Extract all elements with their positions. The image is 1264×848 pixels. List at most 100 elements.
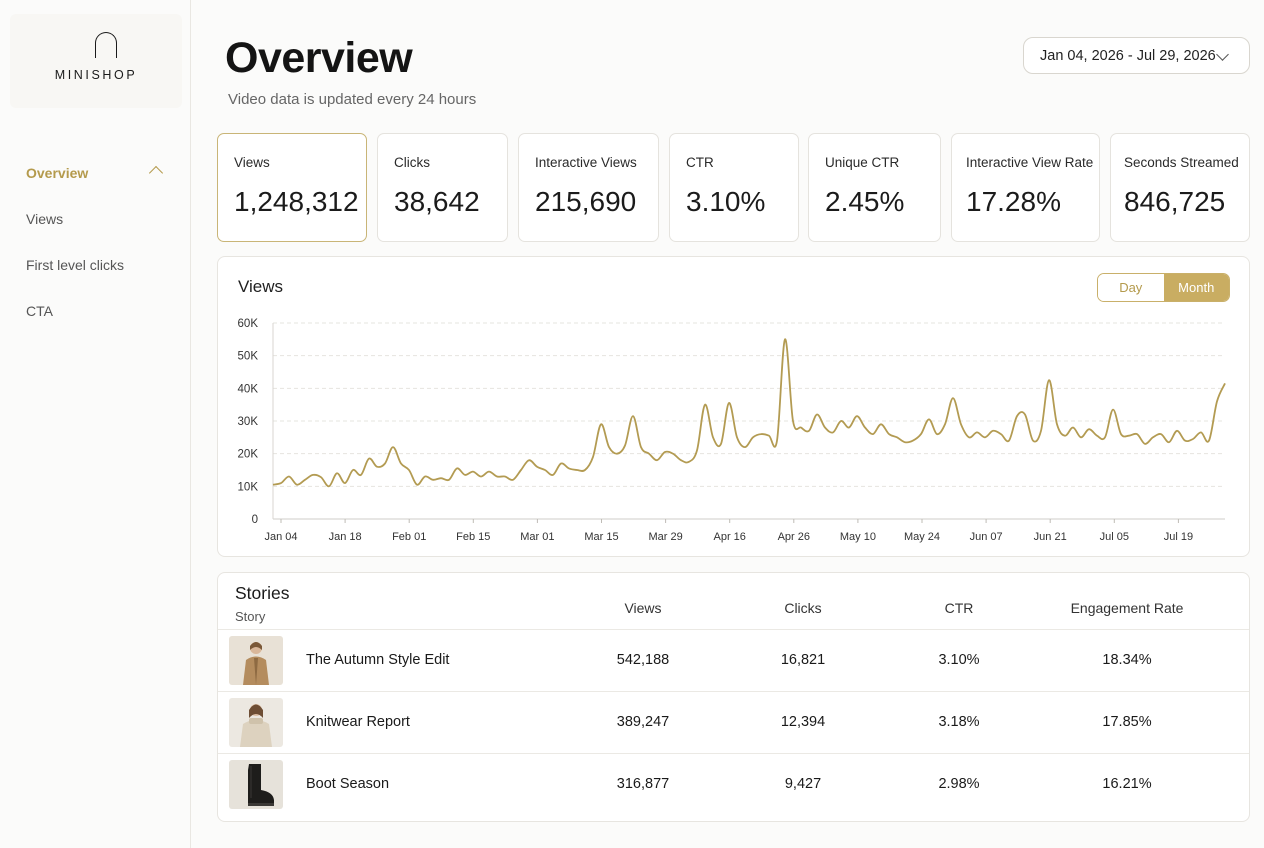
sidebar-item-label: First level clicks xyxy=(26,257,125,273)
kpi-card-unique-ctr[interactable]: Unique CTR 2.45% xyxy=(808,133,941,242)
table-row[interactable]: Knitwear Report 389,247 12,394 3.18% 17.… xyxy=(218,691,1249,753)
cell-clicks: 9,427 xyxy=(784,776,822,792)
table-row[interactable]: The Autumn Style Edit 542,188 16,821 3.1… xyxy=(218,629,1249,691)
boot-photo-icon xyxy=(229,760,283,809)
table-row[interactable]: Boot Season 316,877 9,427 2.98% 16.21% xyxy=(218,753,1249,815)
y-tick-label: 60K xyxy=(238,318,259,330)
x-tick-label: Jan 04 xyxy=(264,531,297,543)
cell-ctr: 3.18% xyxy=(938,714,980,730)
kpi-card-interactive-views[interactable]: Interactive Views 215,690 xyxy=(518,133,659,242)
story-name: Boot Season xyxy=(306,776,390,792)
toggle-day[interactable]: Day xyxy=(1098,274,1164,301)
stories-title: Stories xyxy=(235,583,290,603)
x-tick-label: Mar 01 xyxy=(520,531,554,543)
y-axis: 0 10K 20K 30K 40K 50K 60K xyxy=(238,318,259,526)
series-line-views xyxy=(272,338,1226,488)
sidebar-item-first-level-clicks[interactable]: First level clicks xyxy=(0,242,190,288)
kpi-card-interactive-view-rate[interactable]: Interactive View Rate 17.28% xyxy=(951,133,1100,242)
column-header-engagement-rate[interactable]: Engagement Rate xyxy=(1070,600,1184,616)
cell-ctr: 3.10% xyxy=(938,652,980,668)
cell-views: 316,877 xyxy=(616,776,670,792)
x-tick-label: May 10 xyxy=(840,531,876,543)
brand-name: MINISHOP xyxy=(54,68,138,82)
kpi-label: Interactive View Rate xyxy=(966,155,1094,170)
kpi-value: 846,725 xyxy=(1124,186,1226,217)
y-tick-label: 10K xyxy=(238,481,259,493)
page-subtitle: Video data is updated every 24 hours xyxy=(228,91,477,108)
y-tick-label: 20K xyxy=(238,449,259,461)
chevron-down-icon xyxy=(1216,48,1229,61)
views-chart-panel: 0 10K 20K 30K 40K 50K 60K Jan 04 Jan 18 Feb 01 Fe… xyxy=(217,256,1250,557)
kpi-label: Interactive Views xyxy=(535,155,637,170)
x-tick-label: Jan 18 xyxy=(329,531,362,543)
cell-engagement-rate: 17.85% xyxy=(1102,714,1152,730)
x-tick-label: Jun 21 xyxy=(1034,531,1067,543)
column-header-story: Story xyxy=(235,609,266,624)
cell-clicks: 12,394 xyxy=(780,714,826,730)
sidebar-nav: Overview Views First level clicks CTA xyxy=(0,150,190,334)
toggle-month[interactable]: Month xyxy=(1163,274,1229,301)
cell-clicks: 16,821 xyxy=(780,652,826,668)
cell-engagement-rate: 18.34% xyxy=(1102,652,1152,668)
column-header-views[interactable]: Views xyxy=(624,600,662,616)
sidebar-item-label: Overview xyxy=(26,165,89,181)
x-tick-label: Mar 29 xyxy=(648,531,682,543)
kpi-card-clicks[interactable]: Clicks 38,642 xyxy=(377,133,508,242)
kpi-label: Unique CTR xyxy=(825,155,900,170)
x-tick-label: Feb 01 xyxy=(392,531,426,543)
cell-views: 542,188 xyxy=(616,652,670,668)
x-axis: Jan 04 Jan 18 Feb 01 Feb 15 Mar 01 Mar 15 Mar … xyxy=(264,519,1193,543)
x-tick-label: Apr 16 xyxy=(713,531,745,543)
sidebar-item-overview[interactable]: Overview xyxy=(0,150,190,196)
kpi-card-seconds-streamed[interactable]: Seconds Streamed 846,725 xyxy=(1110,133,1250,242)
arch-logo-icon xyxy=(95,32,117,58)
date-range-picker[interactable]: Jan 04, 2026 - Jul 29, 2026 xyxy=(1023,37,1250,74)
sidebar: MINISHOP Overview Views First level clic… xyxy=(0,0,191,848)
kpi-card-ctr[interactable]: CTR 3.10% xyxy=(669,133,799,242)
column-header-ctr[interactable]: CTR xyxy=(944,600,974,616)
kpi-value: 3.10% xyxy=(686,186,766,217)
kpi-label: Seconds Streamed xyxy=(1124,155,1239,170)
story-name: The Autumn Style Edit xyxy=(306,652,450,668)
x-tick-label: Jul 05 xyxy=(1100,531,1129,543)
kpi-value: 1,248,312 xyxy=(234,186,359,217)
x-tick-label: Jun 07 xyxy=(970,531,1003,543)
sidebar-item-views[interactable]: Views xyxy=(0,196,190,242)
views-line-chart: 0 10K 20K 30K 40K 50K 60K Jan 04 Jan 18 Feb 01 Fe… xyxy=(238,318,1226,543)
date-range-value: Jan 04, 2026 - Jul 29, 2026 xyxy=(1040,47,1216,64)
coat-photo-icon xyxy=(229,636,283,685)
x-tick-label: Mar 15 xyxy=(584,531,618,543)
x-tick-label: May 24 xyxy=(904,531,940,543)
kpi-label: CTR xyxy=(686,155,714,170)
y-tick-label: 30K xyxy=(238,416,259,428)
y-tick-label: 40K xyxy=(238,383,259,395)
cell-ctr: 2.98% xyxy=(938,776,980,792)
cell-views: 389,247 xyxy=(616,714,670,730)
kpi-value: 2.45% xyxy=(825,186,905,217)
y-tick-label: 0 xyxy=(252,514,258,526)
day-month-toggle[interactable]: Day Month xyxy=(1097,273,1230,302)
cell-engagement-rate: 16.21% xyxy=(1102,776,1152,792)
kpi-label: Clicks xyxy=(394,155,430,170)
sidebar-item-cta[interactable]: CTA xyxy=(0,288,190,334)
x-tick-label: Jul 19 xyxy=(1164,531,1193,543)
story-name: Knitwear Report xyxy=(306,714,410,730)
x-tick-label: Feb 15 xyxy=(456,531,490,543)
sidebar-item-label: CTA xyxy=(26,303,53,319)
knitwear-photo-icon xyxy=(229,698,283,747)
kpi-value: 17.28% xyxy=(966,186,1061,217)
kpi-card-views[interactable]: Views 1,248,312 xyxy=(217,133,367,242)
stories-table: Stories Story Views Clicks CTR Engagemen… xyxy=(217,572,1250,822)
brand-logo[interactable]: MINISHOP xyxy=(10,14,182,108)
kpi-label: Views xyxy=(234,155,270,170)
column-header-clicks[interactable]: Clicks xyxy=(784,600,822,616)
page-title: Overview xyxy=(225,34,413,82)
kpi-value: 215,690 xyxy=(535,186,637,217)
y-tick-label: 50K xyxy=(238,351,259,363)
chevron-up-icon xyxy=(148,165,164,181)
kpi-value: 38,642 xyxy=(394,186,480,217)
x-tick-label: Apr 26 xyxy=(778,531,810,543)
chart-grid xyxy=(272,322,1225,520)
sidebar-item-label: Views xyxy=(26,211,64,227)
chart-title: Views xyxy=(238,277,284,296)
